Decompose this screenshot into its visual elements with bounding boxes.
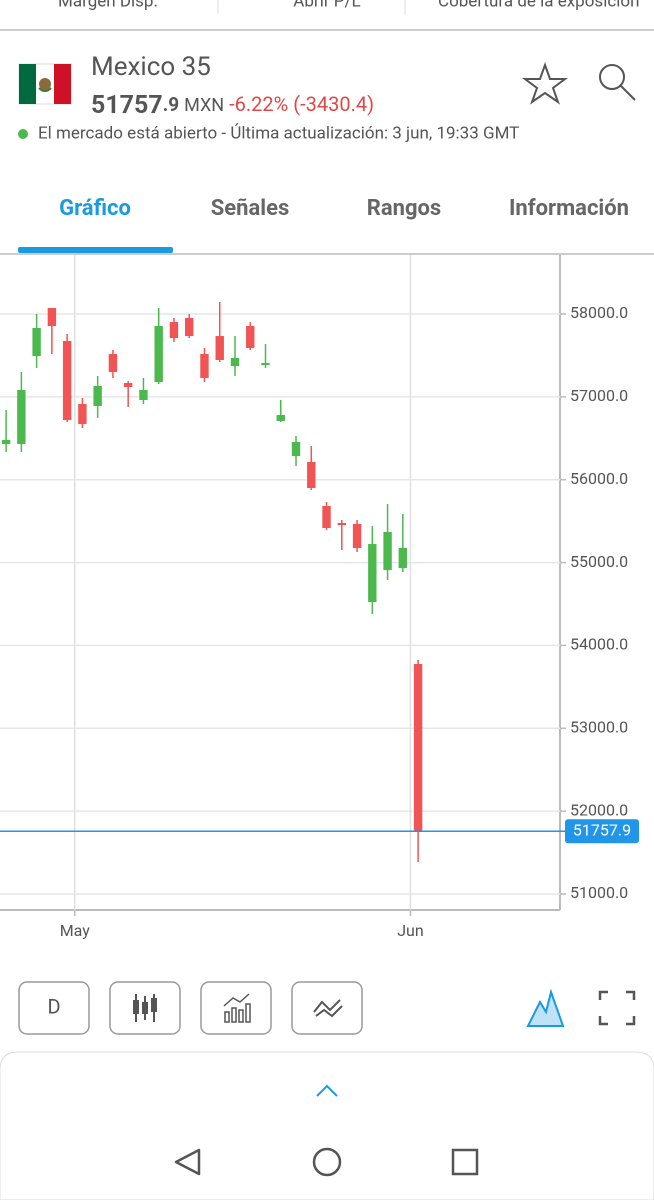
compare-button[interactable]	[291, 981, 363, 1035]
chart-style-icon[interactable]	[526, 988, 565, 1027]
candle-body	[185, 317, 194, 337]
candle-body	[261, 362, 270, 366]
tab[interactable]: Rangos	[367, 196, 442, 221]
candle-body	[322, 505, 331, 529]
tab[interactable]: Información	[509, 196, 629, 221]
y-tick-label: 54000.0	[570, 635, 628, 654]
candle-body	[398, 547, 408, 569]
market-status: El mercado está abierto - Última actuali…	[38, 122, 519, 143]
price-main: 51757.9 MXN -6.22% (-3430.4)	[91, 91, 374, 120]
y-tick-label: 51000.0	[570, 883, 628, 902]
flag	[18, 63, 72, 105]
candle-body	[78, 403, 87, 425]
x-tick-label: Jun	[397, 921, 423, 940]
candle-body	[215, 336, 224, 360]
candle-body	[246, 326, 255, 348]
candle-body	[276, 415, 285, 421]
last-price-label: 51757.9	[573, 820, 631, 839]
instrument-name: Mexico 35	[91, 52, 211, 82]
candle-body	[307, 461, 316, 488]
candle-body	[352, 523, 362, 548]
y-tick-label: 53000.0	[570, 718, 628, 737]
top-item: Cobertura de la exposición	[438, 0, 639, 11]
candle-body	[62, 341, 72, 420]
y-tick-label: 58000.0	[570, 303, 628, 322]
bottom-sheet	[0, 1051, 654, 1200]
candle-type-button[interactable]	[109, 981, 181, 1035]
currency: MXN	[184, 95, 224, 116]
top-item: Margen Disp.	[58, 0, 158, 11]
period-label: D	[47, 994, 60, 1018]
candle-body	[123, 383, 133, 387]
candle-body	[383, 531, 392, 571]
price-change: -6.22% (-3430.4)	[229, 92, 374, 116]
x-tick-label: May	[60, 921, 91, 940]
search-icon[interactable]	[599, 64, 636, 101]
plot: 51000.0 52000.0 53000.0 54000.0 55000.0 56000…	[0, 255, 639, 940]
candle-body	[413, 663, 423, 832]
tab-indicator	[18, 247, 173, 253]
fullscreen-icon[interactable]	[598, 990, 636, 1026]
candle-body	[169, 322, 179, 339]
candle-body	[368, 544, 377, 603]
top-item: Abrir P/L	[293, 0, 360, 11]
y-tick-label: 55000.0	[570, 552, 628, 571]
tab[interactable]: Gráfico	[59, 196, 131, 221]
candle-body	[47, 308, 57, 327]
y-tick-label: 57000.0	[570, 386, 628, 405]
nav-home[interactable]	[312, 1147, 342, 1177]
candle-body	[108, 354, 118, 372]
last-price-box	[565, 819, 639, 844]
candle-body	[337, 522, 346, 526]
nav-recent[interactable]	[451, 1148, 479, 1176]
price-int: 51757	[91, 91, 163, 120]
candle-body	[154, 326, 163, 383]
candle-body	[17, 389, 26, 445]
nav-back[interactable]	[174, 1148, 201, 1176]
price-decimal: .9	[163, 93, 179, 116]
status-dot	[18, 129, 28, 139]
candle-body	[32, 327, 41, 357]
candle-body	[93, 386, 102, 406]
candle-body	[139, 389, 148, 401]
y-tick-label: 56000.0	[570, 469, 628, 488]
expand-chevron[interactable]	[316, 1084, 338, 1097]
y-tick-label: 52000.0	[570, 800, 628, 819]
period-button[interactable]	[18, 981, 90, 1035]
candle-body	[291, 442, 301, 457]
tab[interactable]: Señales	[211, 196, 290, 221]
candle-body	[230, 357, 240, 367]
candle-body	[1, 440, 11, 445]
favorite-star[interactable]	[522, 62, 568, 105]
indicators-button[interactable]	[200, 981, 272, 1035]
candle-body	[200, 354, 209, 378]
